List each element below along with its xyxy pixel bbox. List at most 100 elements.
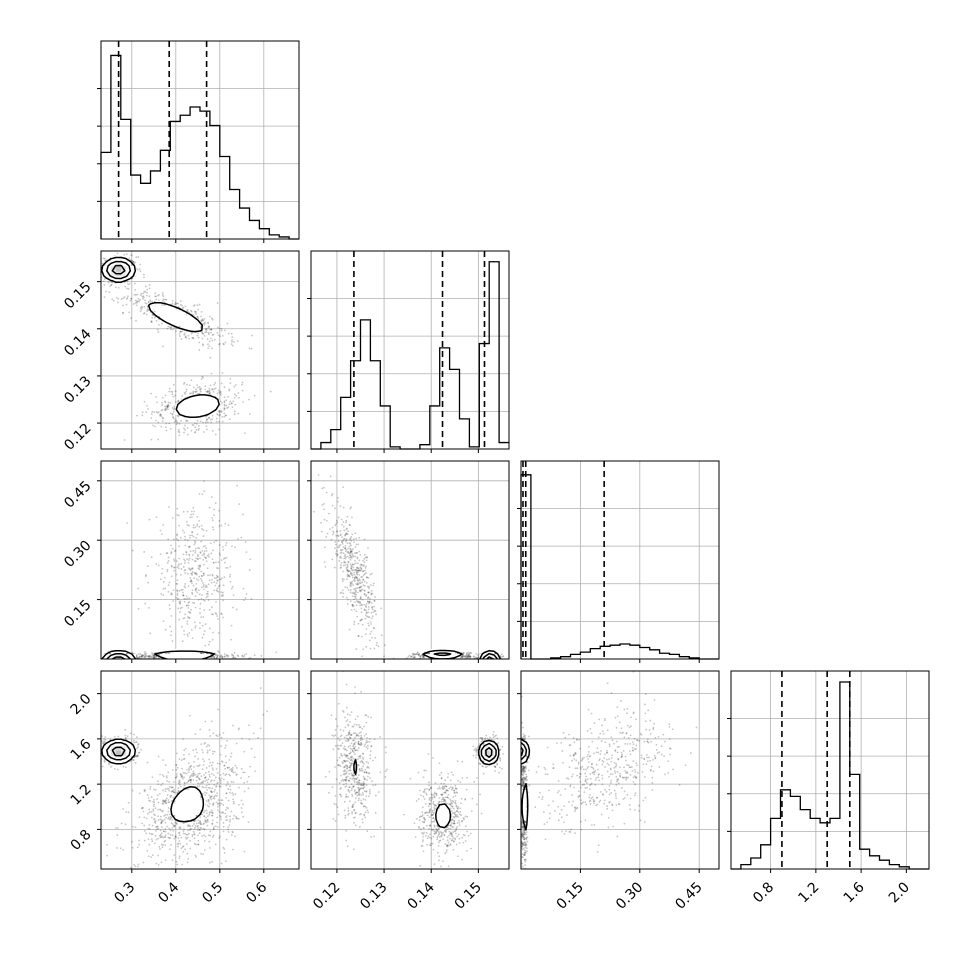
- scatter-point: [124, 660, 126, 662]
- scatter-point: [194, 547, 197, 550]
- scatter-point: [203, 563, 205, 566]
- density-cell: [185, 409, 191, 415]
- scatter-point: [211, 417, 214, 420]
- scatter-point: [216, 654, 219, 657]
- scatter-point: [186, 427, 189, 429]
- scatter-point: [372, 584, 375, 587]
- scatter-point: [325, 536, 328, 538]
- scatter-point: [115, 660, 117, 662]
- scatter-point: [157, 331, 160, 333]
- scatter-point: [232, 606, 234, 609]
- scatter-point: [161, 396, 164, 399]
- scatter-point: [361, 588, 363, 591]
- scatter-point: [357, 601, 360, 604]
- scatter-point: [500, 656, 502, 658]
- scatter-point: [344, 540, 347, 543]
- scatter-point: [171, 407, 174, 409]
- scatter-point: [340, 551, 343, 554]
- scatter-point: [199, 552, 202, 554]
- scatter-point: [103, 740, 105, 743]
- scatter-point: [350, 585, 352, 588]
- scatter-point: [98, 266, 100, 268]
- scatter-point: [122, 311, 125, 314]
- scatter-point: [139, 270, 142, 273]
- scatter-point: [184, 538, 187, 541]
- scatter-point: [233, 656, 235, 659]
- scatter-point: [335, 552, 337, 555]
- scatter-point: [206, 418, 209, 421]
- scatter-point: [148, 295, 151, 298]
- scatter-point: [203, 431, 205, 433]
- scatter-point: [354, 555, 357, 558]
- scatter-point: [220, 329, 223, 332]
- scatter-point: [237, 655, 240, 658]
- scatter-point: [190, 572, 193, 575]
- scatter-point: [201, 493, 204, 496]
- scatter-point: [339, 534, 342, 537]
- scatter-point: [166, 327, 169, 330]
- scatter-point: [343, 555, 346, 558]
- scatter-density-panel: 0.150.300.45: [61, 460, 300, 663]
- scatter-point: [156, 411, 159, 414]
- scatter-point: [114, 286, 117, 289]
- scatter-point: [342, 595, 344, 598]
- panel-background: [311, 461, 509, 659]
- scatter-point: [182, 594, 185, 597]
- scatter-point: [167, 660, 169, 662]
- scatter-point: [230, 332, 233, 335]
- scatter-point: [366, 615, 368, 618]
- scatter-point: [493, 661, 495, 663]
- scatter-point: [144, 290, 147, 293]
- density-cell: [101, 265, 107, 272]
- scatter-point: [99, 272, 101, 274]
- scatter-point: [344, 564, 347, 567]
- scatter-point: [411, 652, 414, 655]
- scatter-point: [198, 525, 201, 528]
- scatter-point: [191, 534, 193, 537]
- scatter-point: [155, 563, 158, 565]
- scatter-point: [164, 628, 167, 631]
- scatter-point: [159, 578, 162, 581]
- scatter-point: [324, 566, 327, 568]
- scatter-point: [81, 266, 83, 268]
- scatter-point: [142, 312, 145, 315]
- scatter-point: [142, 297, 144, 300]
- scatter-point: [199, 551, 202, 554]
- scatter-point: [177, 428, 180, 431]
- density-cell: [170, 305, 176, 311]
- scatter-point: [155, 419, 157, 422]
- scatter-point: [166, 568, 169, 571]
- scatter-point: [122, 297, 125, 300]
- scatter-point: [130, 297, 132, 300]
- scatter-point: [356, 566, 359, 569]
- scatter-point: [167, 401, 170, 404]
- scatter-point: [210, 659, 212, 661]
- scatter-point: [354, 569, 357, 572]
- scatter-point: [158, 293, 161, 296]
- scatter-point: [195, 572, 198, 575]
- scatter-point: [179, 602, 182, 605]
- density-cell: [449, 649, 456, 655]
- scatter-point: [231, 340, 233, 343]
- scatter-point: [223, 396, 226, 399]
- scatter-point: [362, 579, 365, 581]
- scatter-point: [336, 521, 339, 524]
- scatter-point: [208, 387, 211, 390]
- density-cell: [190, 394, 196, 400]
- scatter-point: [194, 426, 197, 429]
- scatter-point: [203, 552, 205, 555]
- scatter-point: [221, 577, 223, 580]
- scatter-point: [182, 553, 185, 556]
- scatter-point: [221, 420, 224, 423]
- scatter-point: [500, 661, 502, 663]
- scatter-point: [355, 590, 358, 592]
- scatter-point: [139, 653, 142, 655]
- scatter-point: [135, 256, 138, 259]
- scatter-point: [216, 580, 219, 582]
- scatter-point: [203, 553, 206, 556]
- scatter-point: [149, 299, 151, 302]
- x-tick-label: 2.0: [886, 879, 913, 906]
- scatter-point: [156, 401, 158, 404]
- scatter-point: [344, 547, 346, 550]
- scatter-point: [149, 654, 151, 657]
